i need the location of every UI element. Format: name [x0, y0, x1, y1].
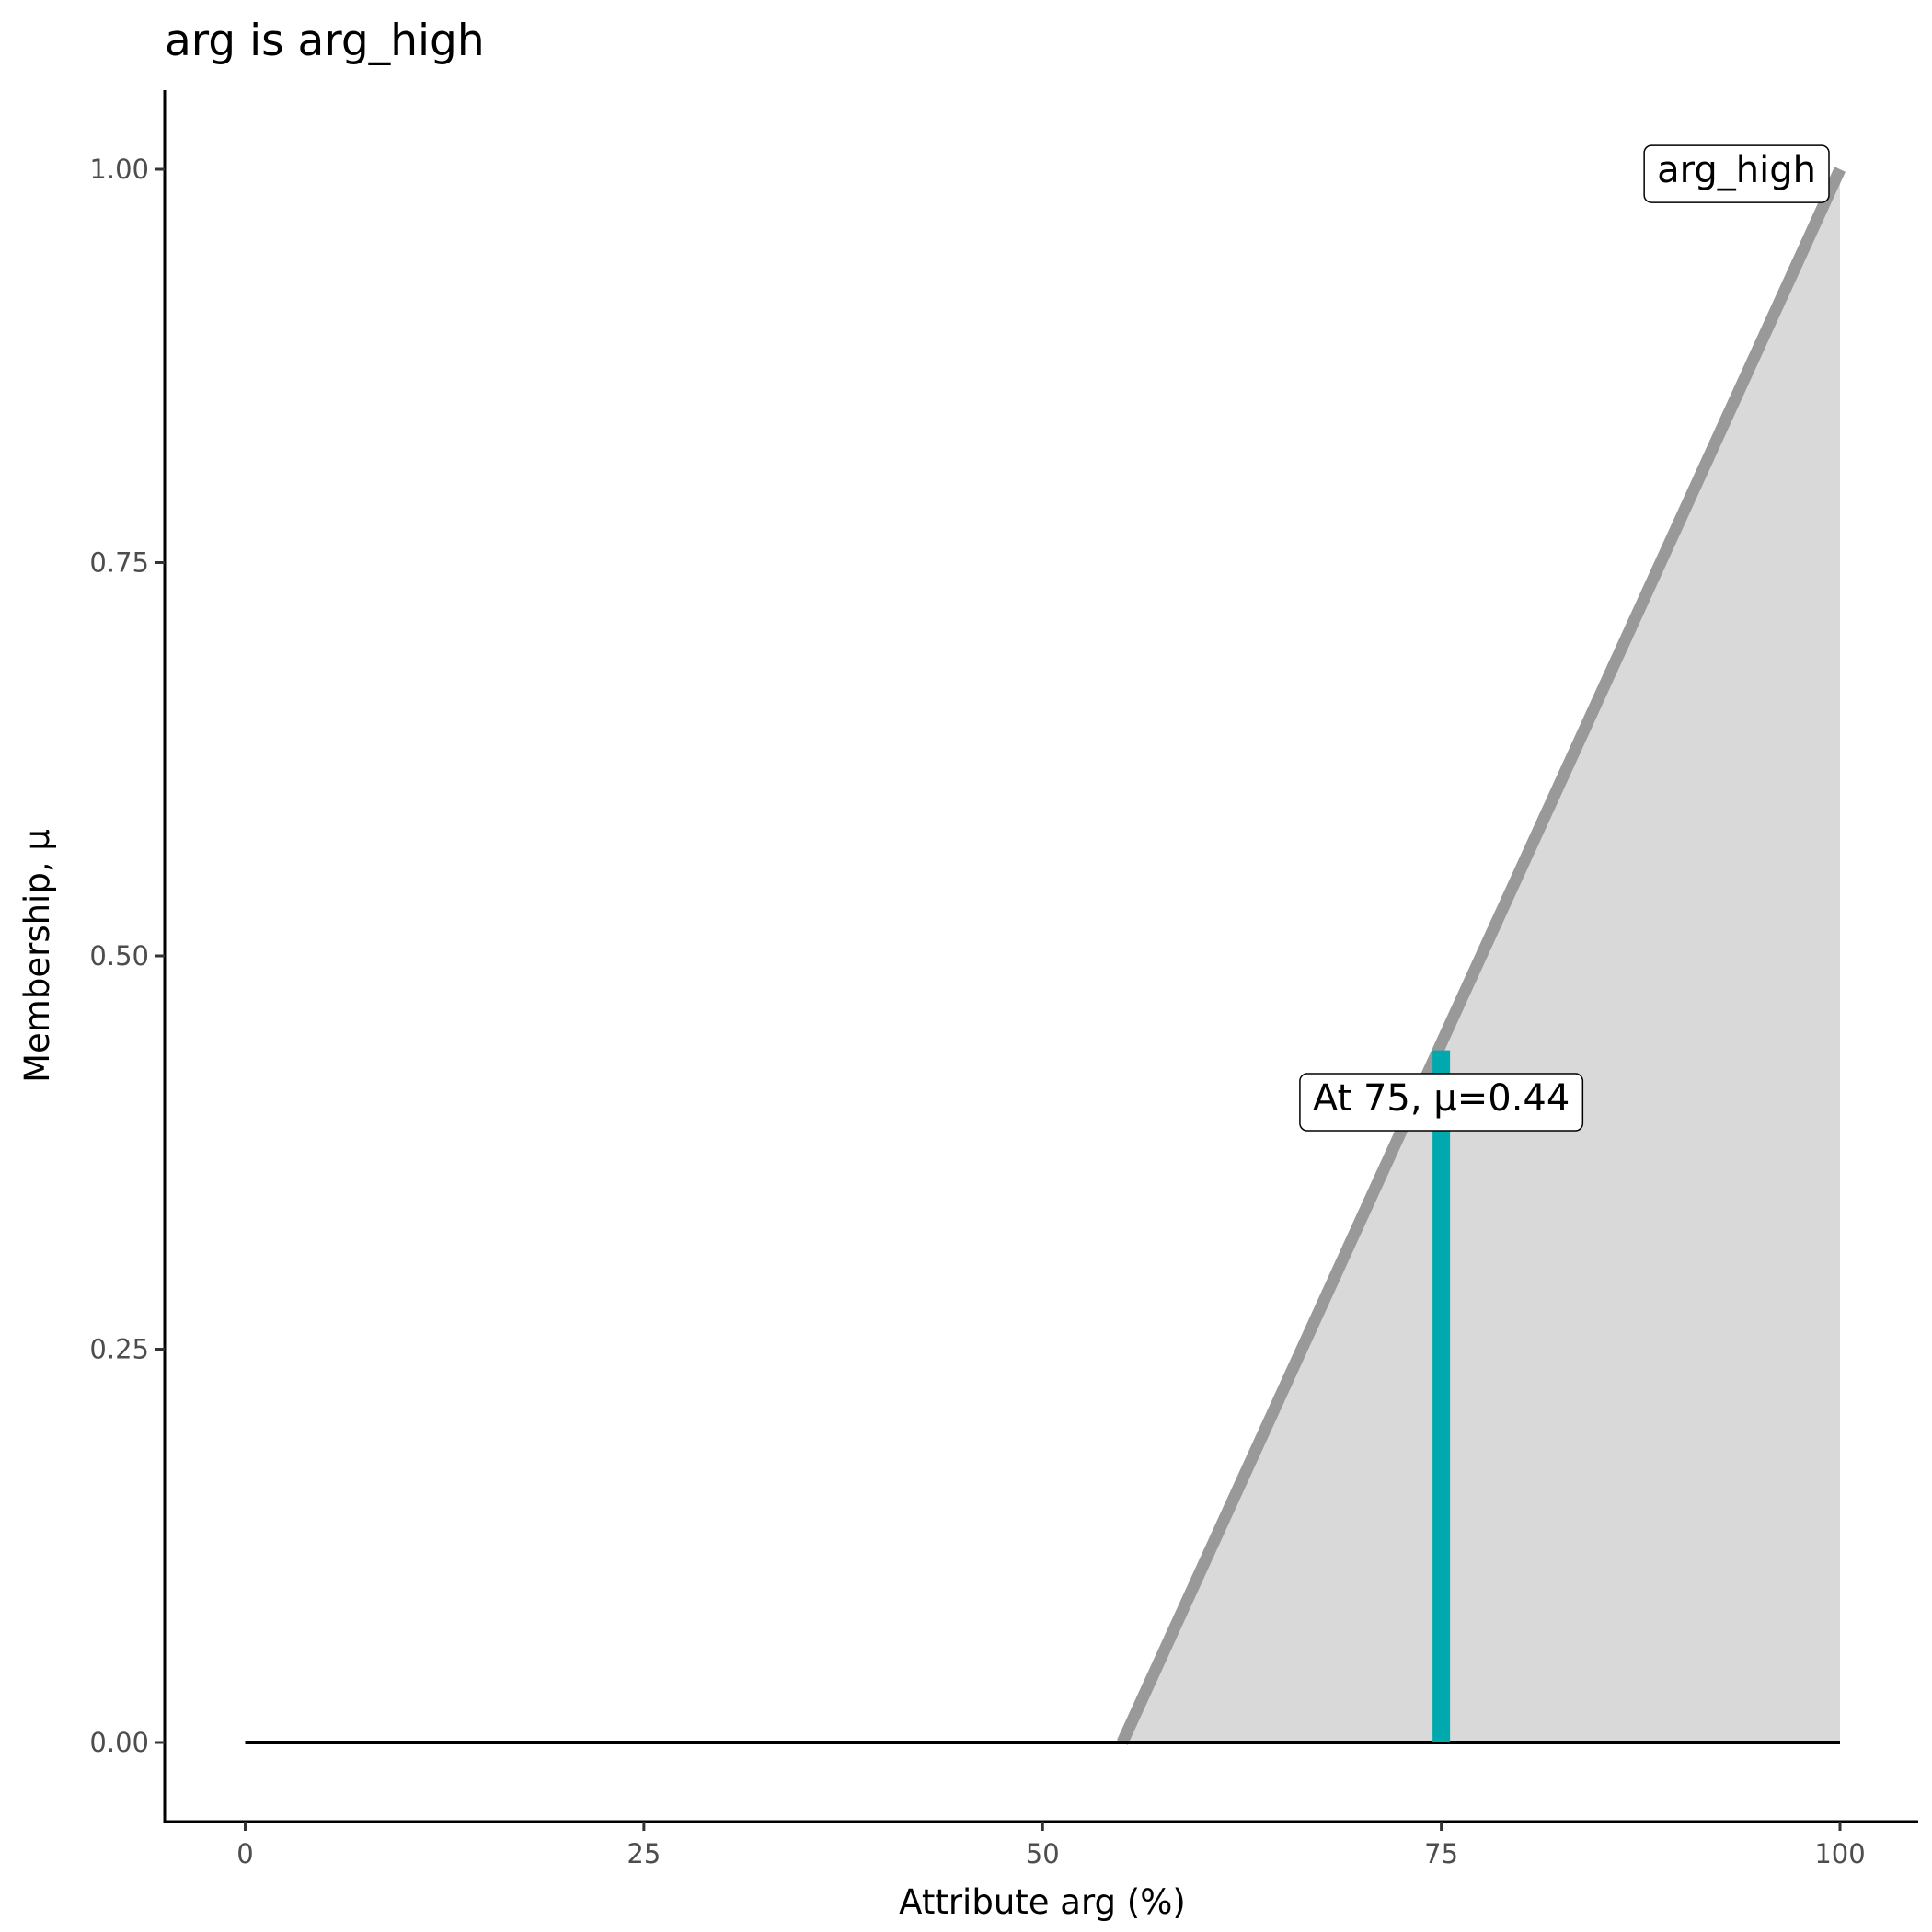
y-tick-label: 0.25 [89, 1334, 149, 1365]
y-axis-title: Membership, μ [17, 829, 57, 1083]
label-arg-high-box [1643, 144, 1830, 203]
label-marker-value-box [1299, 1073, 1584, 1132]
x-tick-label: 100 [1814, 1838, 1865, 1869]
x-tick-label: 50 [1026, 1838, 1060, 1869]
label-arg-high: arg_high [1643, 144, 1830, 203]
plot-area: arg_high At 75, μ=0.44 [245, 144, 1846, 1745]
x-tick-label: 0 [236, 1838, 253, 1869]
membership-line [1117, 167, 1846, 1745]
chart-title: arg is arg_high [165, 16, 485, 66]
label-arg-high-text: arg_high [1657, 149, 1816, 191]
label-marker-value: At 75, μ=0.44 [1299, 1073, 1584, 1132]
y-tick-label: 0.00 [89, 1727, 149, 1758]
label-marker-value-text: At 75, μ=0.44 [1313, 1077, 1570, 1120]
x-tick-label: 75 [1424, 1838, 1458, 1869]
y-tick-label: 1.00 [89, 154, 149, 185]
y-tick-label: 0.50 [89, 940, 149, 972]
y-tick-label: 0.75 [89, 547, 149, 579]
x-tick-label: 25 [627, 1838, 661, 1869]
axes: 0 25 50 75 100 0.00 0.25 0.50 0.75 1.00 [89, 90, 1918, 1869]
x-axis-title: Attribute arg (%) [899, 1882, 1186, 1922]
